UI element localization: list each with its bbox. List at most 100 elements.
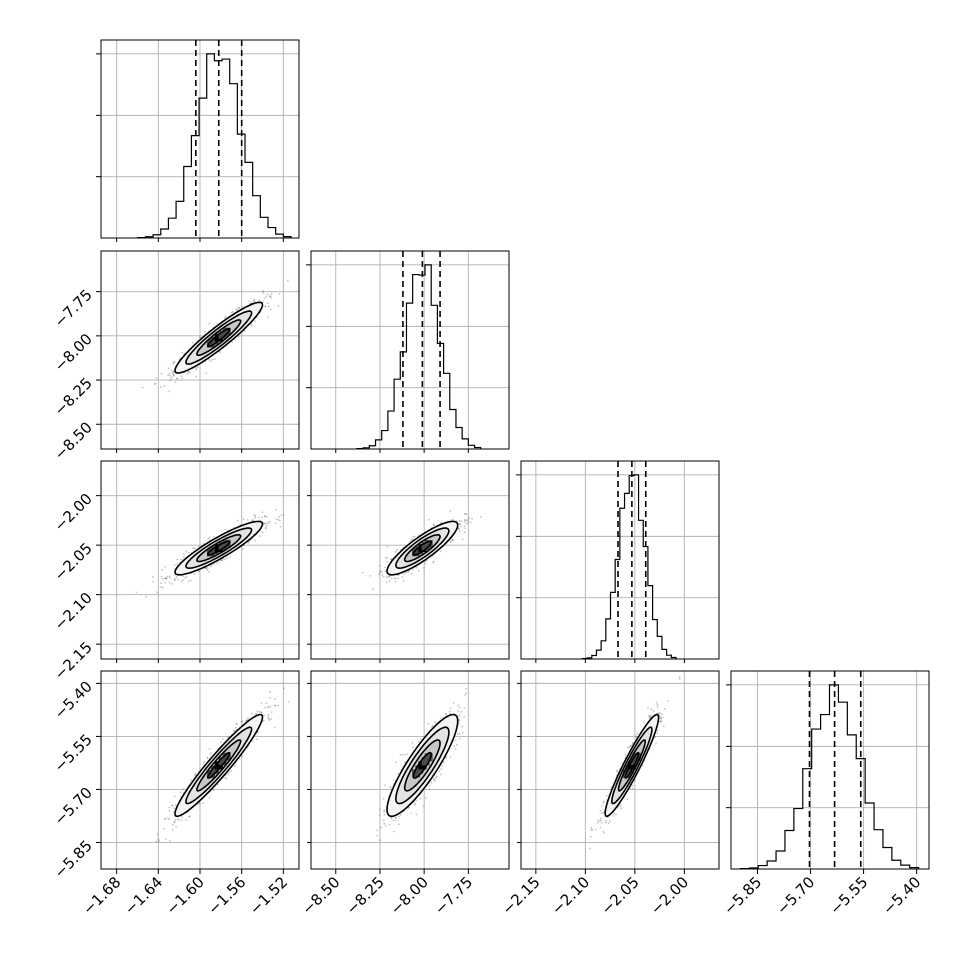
scatter-point [254,515,257,517]
scatter-point [628,746,631,748]
scatter-point [240,720,243,723]
scatter-point [267,521,270,523]
scatter-point [390,816,393,819]
scatter-point [463,531,466,534]
scatter-point [465,513,468,516]
scatter-point [380,826,383,829]
scatter-point [135,591,138,594]
density-core [424,540,433,548]
scatter-point [238,306,241,309]
scatter-point [456,743,458,746]
scatter-point [254,539,257,542]
scatter-point [204,567,207,569]
scatter-point [177,578,179,581]
scatter-point [603,800,605,803]
scatter-point [661,716,664,719]
scatter-point [267,713,270,716]
scatter-point [219,351,222,354]
scatter-point [165,838,167,841]
scatter-point [378,814,381,817]
scatter-point [164,577,167,580]
scatter-point [469,521,472,524]
scatter-point [221,559,223,562]
scatter-point [173,374,176,377]
scatter-point [479,516,482,518]
scatter-point [179,791,182,794]
scatter-point [233,765,236,767]
scatter-point [404,761,406,764]
scatter-point [194,773,197,776]
scatter-point [233,730,235,732]
scatter-point [264,527,267,530]
scatter-point [258,710,261,713]
contour-line-0 [412,751,432,779]
contour-line-2 [185,310,253,365]
scatter-point [207,571,210,573]
scatter-point [171,583,173,585]
contour-line-2 [395,726,450,805]
scatter-point [215,562,218,565]
contour-line-2 [395,527,450,570]
scatter-point [601,822,603,824]
scatter-point [435,775,438,778]
scatter-point [312,668,314,670]
contour-line-3 [174,301,264,374]
scatter-point [262,719,265,722]
scatter-point [379,569,382,572]
scatter-point [428,785,431,787]
scatter-point [176,377,179,380]
scatter-point [460,710,463,713]
contour-line-1 [196,534,242,563]
scatter-point [247,716,249,719]
contour-line-3 [174,713,264,818]
scatter-point [174,819,177,822]
scatter-point [279,525,282,528]
scatter-point [442,761,445,764]
scatter-point [152,581,155,583]
scatter-point [467,519,469,522]
scatter-point [274,698,276,701]
scatter-point [235,723,238,725]
scatter-point [152,576,154,578]
scatter-point [459,523,461,525]
scatter-point [269,295,271,298]
scatter-point [180,375,183,378]
scatter-point [463,707,466,709]
density-panel-3-2 [520,670,720,870]
scatter-point [648,715,651,717]
scatter-point [265,524,268,527]
histogram-series-0 [137,53,292,239]
scatter-point [213,358,216,361]
scatter-point [157,838,160,841]
scatter-point [273,704,276,707]
scatter-point [427,722,430,725]
scatter-point [449,712,451,715]
scatter-point [388,580,391,583]
scatter-point [425,796,427,799]
density-panel-2-0 [100,460,300,660]
scatter-point [386,560,388,563]
scatter-point [195,367,198,370]
scatter-point [278,516,280,518]
scatter-point [279,519,281,522]
scatter-point [464,694,466,696]
density-core [222,327,231,336]
scatter-point [397,772,400,775]
scatter-point [245,719,248,722]
scatter-point [246,519,249,521]
scatter-point [402,579,405,582]
scatter-point [163,385,166,387]
scatter-point [631,784,634,787]
scatter-point [465,519,468,521]
scatter-point [384,784,386,787]
scatter-point [287,701,290,703]
panel-frame [310,250,510,450]
scatter-point [207,358,210,361]
scatter-point [266,515,268,518]
panel-frame [520,460,720,660]
scatter-point [268,718,270,720]
scatter-point [255,712,257,715]
scatter-point [457,528,460,530]
scatter-point [460,520,463,523]
scatter-point [208,796,211,799]
